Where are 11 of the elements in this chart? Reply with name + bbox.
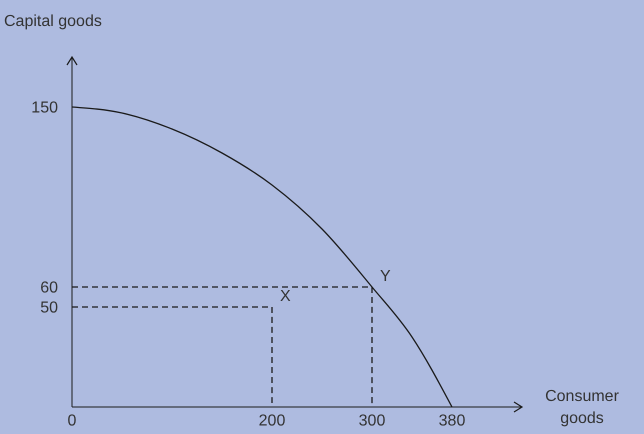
x-axis-title: Consumer goods: [545, 388, 620, 427]
x-tick-label: 380: [438, 412, 466, 430]
y-tick-label: 60: [40, 280, 58, 297]
y-axis-title: Capital goods: [4, 13, 102, 30]
annotation: X: [280, 288, 291, 305]
x-tick-label: 300: [358, 412, 386, 430]
x-tick-label: 200: [258, 412, 286, 430]
y-tick-label: 150: [31, 100, 58, 117]
annotation: Y: [380, 268, 391, 285]
y-tick-label: 50: [40, 300, 58, 317]
x-tick-label: 0: [68, 412, 77, 430]
